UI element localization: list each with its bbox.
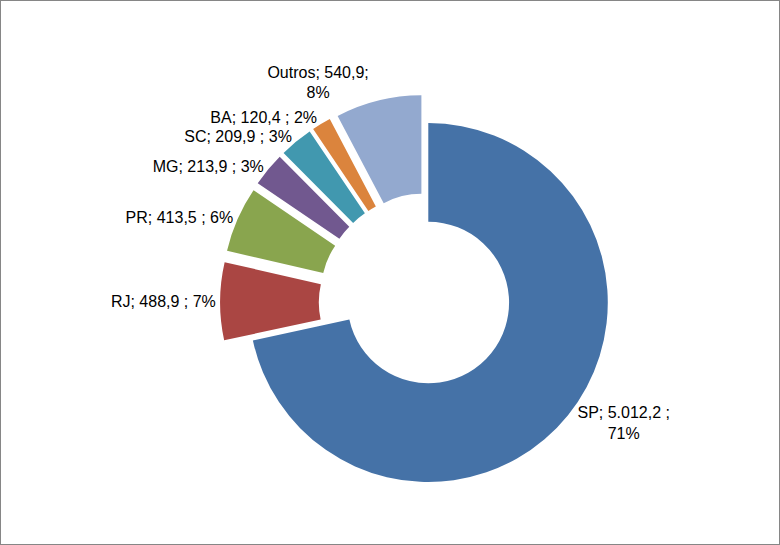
svg-text:SP; 5.012,2 ;71%: SP; 5.012,2 ;71% [577,404,670,442]
svg-text:SC; 209,9 ; 3%: SC; 209,9 ; 3% [184,128,292,145]
svg-text:Outros; 540,9;8%: Outros; 540,9;8% [267,64,368,102]
svg-text:PR; 413,5 ; 6%: PR; 413,5 ; 6% [126,209,234,226]
svg-text:BA; 120,4 ; 2%: BA; 120,4 ; 2% [210,109,317,126]
svg-text:MG; 213,9 ; 3%: MG; 213,9 ; 3% [153,158,264,175]
svg-text:RJ; 488,9 ; 7%: RJ; 488,9 ; 7% [111,293,216,310]
